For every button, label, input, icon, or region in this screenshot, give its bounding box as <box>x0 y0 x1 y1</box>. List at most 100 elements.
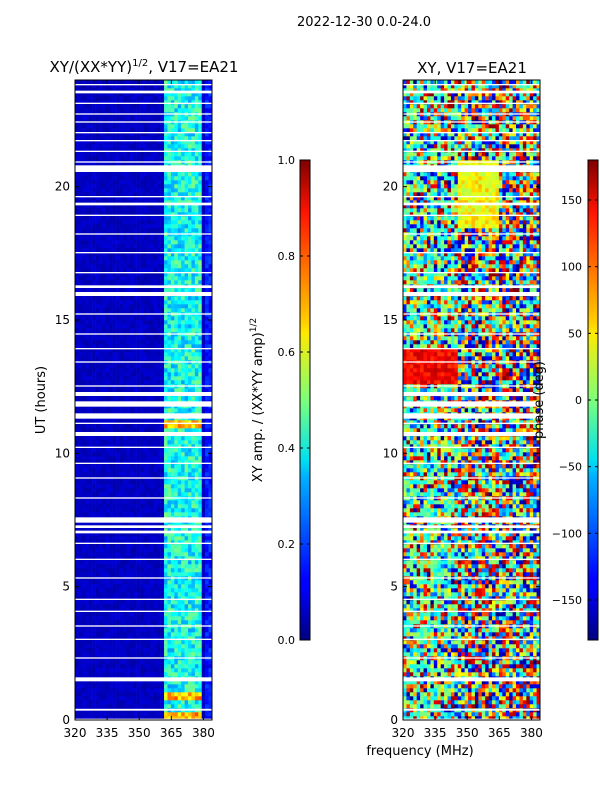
heatmap-cell <box>153 352 158 357</box>
heatmap-cell <box>98 608 103 613</box>
heatmap-cell <box>78 304 83 309</box>
heatmap-cell <box>146 264 151 269</box>
heatmap-cell <box>98 272 103 277</box>
heatmap-cell <box>164 248 168 253</box>
heatmap-cell <box>102 436 107 441</box>
heatmap-cell <box>198 716 203 721</box>
heatmap-cell <box>167 632 172 637</box>
heatmap-cell <box>160 596 165 601</box>
heatmap-cell <box>129 696 134 701</box>
heatmap-cell <box>164 716 168 721</box>
heatmap-cell <box>188 348 192 353</box>
heatmap-cell <box>112 288 117 293</box>
heatmap-cell <box>116 596 120 601</box>
heatmap-cell <box>157 268 161 273</box>
heatmap-cell <box>201 248 206 253</box>
heatmap-cell <box>112 588 117 593</box>
heatmap-cell <box>116 704 120 709</box>
heatmap-cell <box>146 252 151 257</box>
heatmap-cell <box>92 348 96 353</box>
heatmap-cell <box>85 636 89 641</box>
heatmap-cell <box>174 660 179 665</box>
heatmap-cell <box>164 696 168 701</box>
heatmap-cell <box>188 352 192 357</box>
heatmap-cell <box>88 600 93 605</box>
heatmap-cell <box>205 552 209 557</box>
heatmap-cell <box>174 680 179 685</box>
heatmap-cell <box>75 564 79 569</box>
heatmap-cell <box>119 716 124 721</box>
heatmap-cell <box>98 236 103 241</box>
heatmap-cell <box>184 300 189 305</box>
heatmap-cell <box>146 652 151 657</box>
heatmap-cell <box>160 372 165 377</box>
heatmap-cell <box>150 584 155 589</box>
heatmap-cell <box>167 680 172 685</box>
heatmap-cell <box>105 500 110 505</box>
heatmap-cell <box>116 228 120 233</box>
heatmap-cell <box>181 664 185 669</box>
heatmap-cell <box>150 480 155 485</box>
heatmap-cell <box>184 672 189 677</box>
heatmap-cell <box>188 688 192 693</box>
heatmap-cell <box>177 612 182 617</box>
heatmap-cell <box>98 444 103 449</box>
heatmap-cell <box>78 668 83 673</box>
heatmap-cell <box>201 604 206 609</box>
heatmap-cell <box>92 636 96 641</box>
heatmap-cell <box>92 480 96 485</box>
heatmap-cell <box>81 612 86 617</box>
heatmap-cell <box>105 540 110 545</box>
heatmap-cell <box>81 704 86 709</box>
heatmap-cell <box>208 712 213 717</box>
heatmap-cell <box>102 552 107 557</box>
heatmap-cell <box>78 372 83 377</box>
heatmap-cell <box>105 344 110 349</box>
heatmap-cell <box>112 420 117 425</box>
heatmap-cell <box>198 564 203 569</box>
heatmap-cell <box>75 264 79 269</box>
heatmap-cell <box>184 352 189 357</box>
heatmap-cell <box>143 472 148 477</box>
heatmap-cell <box>122 700 127 705</box>
heatmap-cell <box>116 448 120 453</box>
heatmap-cell <box>153 548 158 553</box>
heatmap-cell <box>205 636 209 641</box>
heatmap-cell <box>143 552 148 557</box>
heatmap-cell <box>119 612 124 617</box>
heatmap-cell <box>194 528 199 533</box>
heatmap-cell <box>181 372 185 377</box>
heatmap-cell <box>188 572 192 577</box>
heatmap-cell <box>194 260 199 265</box>
heatmap-cell <box>112 380 117 385</box>
heatmap-cell <box>136 408 141 413</box>
heatmap-cell <box>85 264 89 269</box>
heatmap-cell <box>88 220 93 225</box>
heatmap-cell <box>177 580 182 585</box>
heatmap-cell <box>95 300 100 305</box>
heatmap-cell <box>191 556 196 561</box>
heatmap-cell <box>98 556 103 561</box>
heatmap-cell <box>177 660 182 665</box>
heatmap-cell <box>126 592 131 597</box>
heatmap-cell <box>109 588 113 593</box>
heatmap-cell <box>167 460 172 465</box>
heatmap-cell <box>119 688 124 693</box>
heatmap-cell <box>75 508 79 513</box>
heatmap-cell <box>102 548 107 553</box>
heatmap-cell <box>194 420 199 425</box>
heatmap-cell <box>105 424 110 429</box>
heatmap-cell <box>150 596 155 601</box>
heatmap-cell <box>191 528 196 533</box>
heatmap-cell <box>102 596 107 601</box>
heatmap-cell <box>146 456 151 461</box>
heatmap-cell <box>177 248 182 253</box>
heatmap-cell <box>126 288 131 293</box>
heatmap-cell <box>167 500 172 505</box>
heatmap-cell <box>75 568 79 573</box>
heatmap-cell <box>160 228 165 233</box>
heatmap-cell <box>126 488 131 493</box>
heatmap-cell <box>78 340 83 345</box>
heatmap-cell <box>112 376 117 381</box>
heatmap-cell <box>81 492 86 497</box>
